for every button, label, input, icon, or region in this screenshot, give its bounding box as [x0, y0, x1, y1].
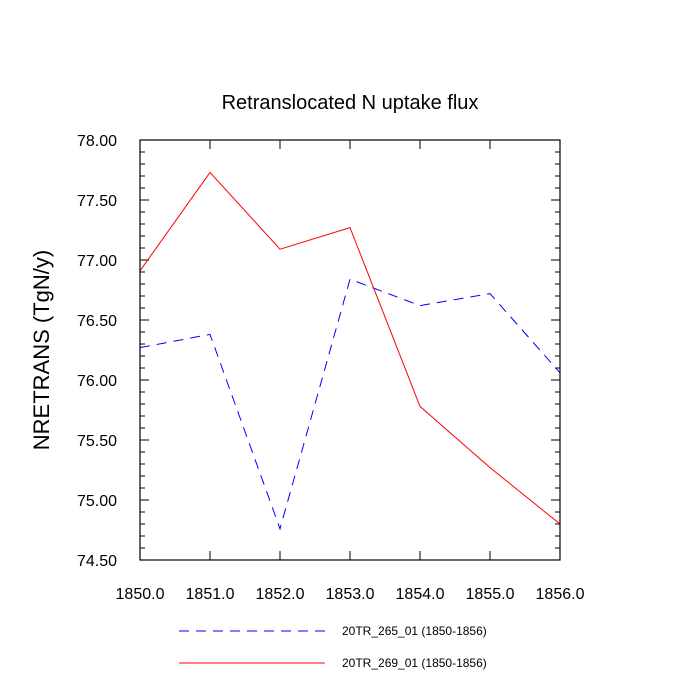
chart-title: Retranslocated N uptake flux — [222, 92, 479, 114]
y-tick-label: 76.00 — [77, 373, 117, 390]
y-tick-label: 75.00 — [77, 493, 117, 510]
series-line-1 — [139, 278, 561, 531]
x-tick-label: 1855.0 — [466, 586, 515, 603]
x-tick-label: 1853.0 — [326, 586, 375, 603]
plot-frame — [139, 139, 561, 561]
x-tick-label: 1850.0 — [116, 586, 165, 603]
x-tick-label: 1856.0 — [536, 586, 585, 603]
y-axis-label: NRETRANS (TgN/y) — [29, 250, 54, 450]
y-tick-label: 76.50 — [77, 313, 117, 330]
y-tick-label: 77.00 — [77, 253, 117, 270]
y-tick-label: 75.50 — [77, 433, 117, 450]
legend: 20TR_265_01 (1850-1856) 20TR_269_01 (1850… — [179, 624, 487, 670]
x-tick-label: 1854.0 — [396, 586, 445, 603]
axis-ticks: 1850.0 1851.0 1852.0 1853.0 1854.0 1855.0 1856… — [77, 133, 585, 603]
y-tick-label: 74.50 — [77, 553, 117, 570]
legend-label: 20TR_269_01 (1850-1856) — [342, 656, 487, 670]
y-tick-label: 77.50 — [77, 193, 117, 210]
x-tick-label: 1851.0 — [186, 586, 235, 603]
x-tick-label: 1852.0 — [256, 586, 305, 603]
y-tick-label: 78.00 — [77, 133, 117, 150]
series-line-2 — [139, 171, 561, 525]
plot-series — [139, 171, 561, 531]
legend-label: 20TR_265_01 (1850-1856) — [342, 624, 487, 638]
